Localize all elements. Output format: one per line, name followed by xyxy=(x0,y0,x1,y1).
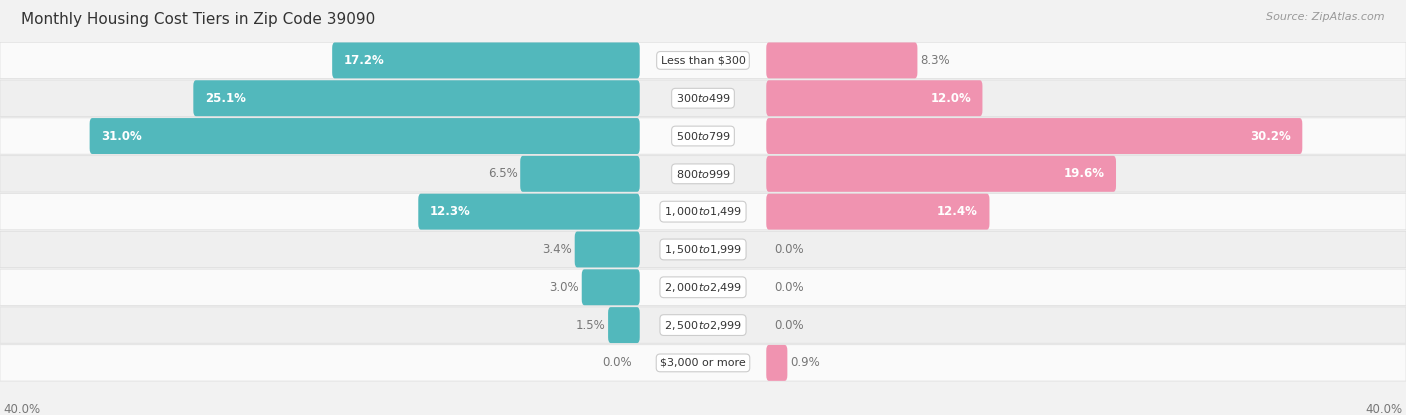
FancyBboxPatch shape xyxy=(0,80,1406,116)
Text: $2,000 to $2,499: $2,000 to $2,499 xyxy=(664,281,742,294)
Text: 0.0%: 0.0% xyxy=(602,356,631,369)
FancyBboxPatch shape xyxy=(766,194,990,229)
Text: 40.0%: 40.0% xyxy=(1365,403,1402,415)
FancyBboxPatch shape xyxy=(766,42,917,78)
FancyBboxPatch shape xyxy=(0,118,1406,154)
Text: $1,000 to $1,499: $1,000 to $1,499 xyxy=(664,205,742,218)
Text: 3.4%: 3.4% xyxy=(543,243,572,256)
FancyBboxPatch shape xyxy=(582,269,640,305)
Text: 0.0%: 0.0% xyxy=(775,243,804,256)
FancyBboxPatch shape xyxy=(0,193,1406,230)
FancyBboxPatch shape xyxy=(0,42,1406,78)
Text: $2,500 to $2,999: $2,500 to $2,999 xyxy=(664,319,742,332)
FancyBboxPatch shape xyxy=(0,231,1406,268)
Text: 1.5%: 1.5% xyxy=(575,319,606,332)
Text: 12.3%: 12.3% xyxy=(430,205,471,218)
Text: 8.3%: 8.3% xyxy=(920,54,949,67)
FancyBboxPatch shape xyxy=(419,194,640,229)
Text: 0.9%: 0.9% xyxy=(790,356,820,369)
FancyBboxPatch shape xyxy=(0,269,1406,305)
FancyBboxPatch shape xyxy=(766,345,787,381)
Text: $300 to $499: $300 to $499 xyxy=(675,92,731,104)
FancyBboxPatch shape xyxy=(0,156,1406,192)
FancyBboxPatch shape xyxy=(194,80,640,116)
Text: 12.0%: 12.0% xyxy=(931,92,972,105)
FancyBboxPatch shape xyxy=(0,345,1406,381)
FancyBboxPatch shape xyxy=(766,80,983,116)
FancyBboxPatch shape xyxy=(766,118,1302,154)
Text: $500 to $799: $500 to $799 xyxy=(675,130,731,142)
Text: 17.2%: 17.2% xyxy=(343,54,384,67)
Text: 25.1%: 25.1% xyxy=(205,92,246,105)
Text: 3.0%: 3.0% xyxy=(550,281,579,294)
Text: 19.6%: 19.6% xyxy=(1063,167,1105,181)
Text: Monthly Housing Cost Tiers in Zip Code 39090: Monthly Housing Cost Tiers in Zip Code 3… xyxy=(21,12,375,27)
Text: 0.0%: 0.0% xyxy=(775,281,804,294)
Text: 40.0%: 40.0% xyxy=(4,403,41,415)
FancyBboxPatch shape xyxy=(520,156,640,192)
Text: $1,500 to $1,999: $1,500 to $1,999 xyxy=(664,243,742,256)
FancyBboxPatch shape xyxy=(332,42,640,78)
FancyBboxPatch shape xyxy=(575,232,640,267)
FancyBboxPatch shape xyxy=(0,307,1406,343)
Text: $3,000 or more: $3,000 or more xyxy=(661,358,745,368)
Text: 0.0%: 0.0% xyxy=(775,319,804,332)
FancyBboxPatch shape xyxy=(609,307,640,343)
Text: 12.4%: 12.4% xyxy=(938,205,979,218)
Text: Less than $300: Less than $300 xyxy=(661,56,745,66)
Text: Source: ZipAtlas.com: Source: ZipAtlas.com xyxy=(1267,12,1385,22)
FancyBboxPatch shape xyxy=(90,118,640,154)
Text: 31.0%: 31.0% xyxy=(101,129,142,142)
Text: $800 to $999: $800 to $999 xyxy=(675,168,731,180)
Text: 6.5%: 6.5% xyxy=(488,167,517,181)
FancyBboxPatch shape xyxy=(766,156,1116,192)
Text: 30.2%: 30.2% xyxy=(1250,129,1291,142)
